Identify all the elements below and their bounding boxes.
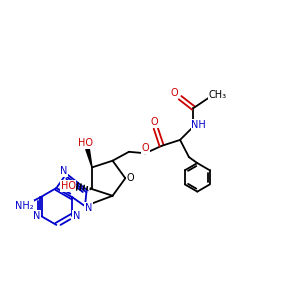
- Text: N: N: [60, 166, 68, 176]
- Text: N: N: [85, 202, 92, 213]
- Text: O: O: [127, 173, 134, 183]
- Text: NH₂: NH₂: [15, 201, 33, 211]
- Text: N: N: [33, 211, 40, 221]
- Text: N: N: [73, 211, 80, 221]
- Text: O: O: [150, 117, 158, 127]
- Text: HO: HO: [78, 138, 93, 148]
- Text: NH: NH: [191, 120, 206, 130]
- Text: O: O: [171, 88, 178, 98]
- Text: HO: HO: [61, 181, 76, 191]
- Text: CH₃: CH₃: [209, 90, 227, 100]
- Polygon shape: [86, 148, 92, 167]
- Text: O: O: [142, 143, 149, 153]
